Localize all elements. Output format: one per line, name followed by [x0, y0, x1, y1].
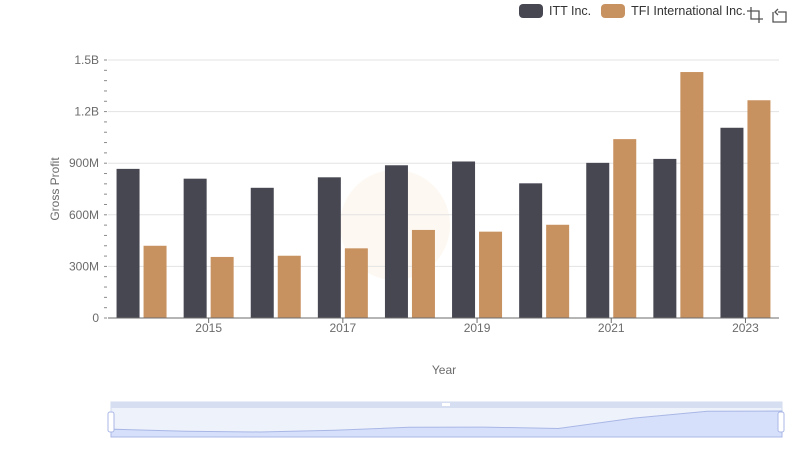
y-tick-label: 1.2B	[74, 105, 99, 119]
bar-tfi	[345, 248, 368, 318]
bar-itt	[184, 179, 207, 318]
bar-itt	[519, 183, 542, 318]
bars-group	[117, 72, 771, 318]
bar-tfi	[546, 225, 569, 318]
legend-label-tfi: TFI International Inc.	[631, 4, 746, 18]
bar-itt	[720, 128, 743, 318]
y-tick-label: 300M	[69, 259, 99, 273]
bar-itt	[452, 161, 475, 318]
bar-tfi	[144, 246, 167, 318]
bar-tfi	[278, 256, 301, 318]
bar-tfi	[479, 232, 502, 318]
y-tick-label: 600M	[69, 208, 99, 222]
zoom-drag-grip[interactable]	[442, 403, 450, 406]
bar-itt	[251, 188, 274, 318]
legend: ITT Inc. TFI International Inc.	[519, 4, 756, 18]
x-tick-label: 2021	[598, 321, 625, 335]
bar-itt	[586, 163, 609, 318]
bar-itt	[385, 165, 408, 318]
bar-tfi	[211, 257, 234, 318]
zoom-handle-left[interactable]	[108, 412, 114, 432]
x-tick-label: 2015	[195, 321, 222, 335]
y-tick-label: 1.5B	[74, 53, 99, 67]
data-zoom-slider[interactable]	[108, 402, 784, 437]
x-tick-label: 2023	[732, 321, 759, 335]
x-tick-label: 2017	[329, 321, 356, 335]
bar-tfi	[680, 72, 703, 318]
legend-swatch-itt	[519, 4, 543, 18]
restore-icon[interactable]	[770, 6, 788, 24]
legend-item-itt[interactable]: ITT Inc.	[519, 4, 591, 18]
y-tick-label: 900M	[69, 156, 99, 170]
toolbox	[746, 6, 794, 24]
x-tick-label: 2019	[464, 321, 491, 335]
zoom-icon[interactable]	[746, 6, 764, 24]
bar-itt	[318, 177, 341, 318]
legend-item-tfi[interactable]: TFI International Inc.	[601, 4, 746, 18]
y-axis-title: Gross Profit	[48, 157, 62, 221]
bar-tfi	[613, 139, 636, 318]
zoom-handle-right[interactable]	[778, 412, 784, 432]
legend-label-itt: ITT Inc.	[549, 4, 591, 18]
x-axis-title: Year	[432, 363, 456, 377]
bar-itt	[117, 169, 140, 318]
y-tick-label: 0	[92, 311, 99, 325]
bar-itt	[653, 159, 676, 318]
legend-swatch-tfi	[601, 4, 625, 18]
bar-tfi	[747, 100, 770, 318]
bar-tfi	[412, 230, 435, 318]
